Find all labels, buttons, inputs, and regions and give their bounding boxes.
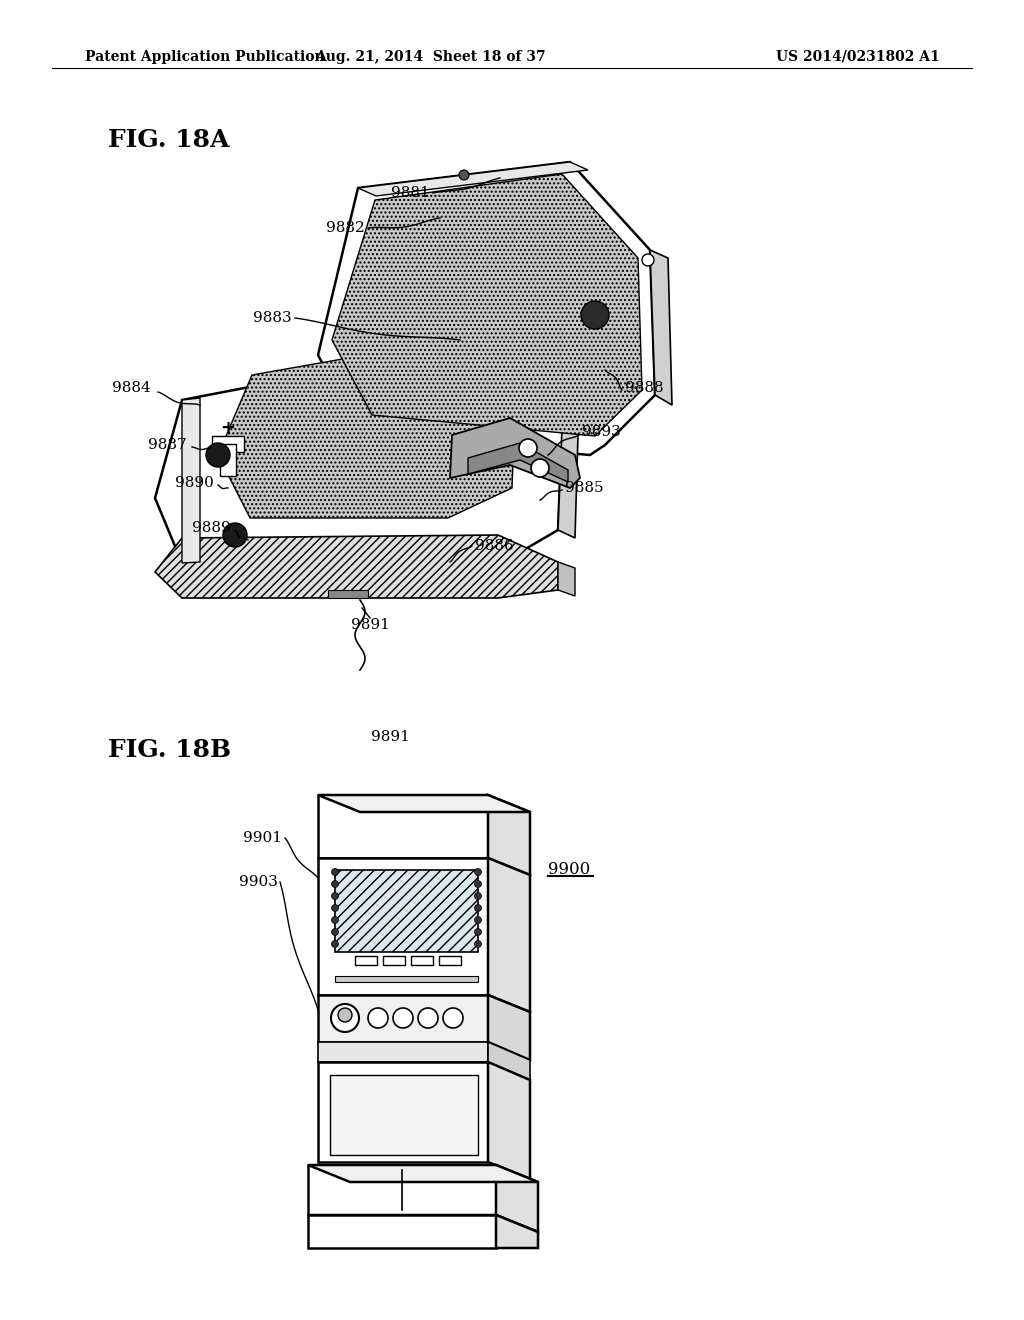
Bar (212, 436, 244, 451)
Circle shape (474, 940, 481, 948)
Polygon shape (308, 1166, 538, 1181)
Polygon shape (496, 1214, 538, 1247)
Polygon shape (488, 995, 530, 1060)
Circle shape (223, 523, 247, 546)
Circle shape (418, 1008, 438, 1028)
Circle shape (332, 892, 339, 899)
Text: 9884: 9884 (112, 381, 151, 395)
Polygon shape (332, 174, 642, 436)
Circle shape (474, 916, 481, 924)
Polygon shape (318, 858, 488, 995)
Text: FIG. 18A: FIG. 18A (108, 128, 229, 152)
Polygon shape (308, 1166, 496, 1214)
Polygon shape (182, 399, 200, 564)
Circle shape (393, 1008, 413, 1028)
Polygon shape (328, 590, 368, 598)
Polygon shape (558, 562, 575, 597)
Circle shape (531, 459, 549, 477)
Text: FIG. 18B: FIG. 18B (108, 738, 231, 762)
Text: 9886: 9886 (475, 539, 514, 553)
Circle shape (581, 301, 609, 329)
Circle shape (332, 904, 339, 912)
Polygon shape (496, 1166, 538, 1232)
Text: 9891: 9891 (350, 618, 389, 632)
Circle shape (474, 928, 481, 936)
Circle shape (332, 869, 339, 875)
Polygon shape (330, 1074, 478, 1155)
Circle shape (332, 928, 339, 936)
Bar (383, 956, 406, 965)
Text: 9893: 9893 (582, 425, 621, 440)
Polygon shape (650, 249, 672, 405)
Bar (335, 975, 478, 982)
Text: 9881: 9881 (391, 186, 430, 201)
Text: 9901: 9901 (243, 832, 282, 845)
Bar (220, 444, 236, 477)
Circle shape (519, 440, 537, 457)
Circle shape (474, 892, 481, 899)
Circle shape (474, 869, 481, 875)
Polygon shape (318, 795, 488, 858)
Polygon shape (318, 995, 488, 1041)
Circle shape (368, 1008, 388, 1028)
Circle shape (459, 170, 469, 180)
Circle shape (338, 1008, 352, 1022)
Polygon shape (308, 1214, 538, 1232)
Polygon shape (488, 858, 530, 1012)
Circle shape (332, 880, 339, 887)
Text: 9887: 9887 (148, 438, 186, 451)
Text: Aug. 21, 2014  Sheet 18 of 37: Aug. 21, 2014 Sheet 18 of 37 (314, 50, 546, 63)
Bar (411, 956, 433, 965)
Polygon shape (318, 1041, 488, 1063)
Polygon shape (488, 795, 530, 875)
Text: 9882: 9882 (327, 220, 365, 235)
Text: 9903: 9903 (240, 875, 278, 888)
Circle shape (206, 444, 230, 467)
Circle shape (642, 253, 654, 267)
Polygon shape (155, 535, 558, 598)
Text: 9890: 9890 (175, 477, 214, 490)
Text: Patent Application Publication: Patent Application Publication (85, 50, 325, 63)
Text: 9900: 9900 (548, 862, 590, 879)
Polygon shape (308, 1214, 496, 1247)
Circle shape (474, 880, 481, 887)
Polygon shape (558, 428, 578, 539)
Polygon shape (335, 870, 478, 952)
Text: 9888: 9888 (625, 381, 664, 395)
Circle shape (332, 916, 339, 924)
Text: +: + (220, 418, 236, 437)
Circle shape (474, 904, 481, 912)
Polygon shape (218, 341, 515, 517)
Text: 9885: 9885 (565, 480, 603, 495)
Polygon shape (155, 345, 562, 565)
Circle shape (332, 940, 339, 948)
Text: 9883: 9883 (253, 312, 292, 325)
Polygon shape (488, 1041, 530, 1080)
Polygon shape (318, 162, 655, 455)
Polygon shape (318, 795, 530, 812)
Text: 9889: 9889 (193, 521, 230, 535)
Bar (355, 956, 377, 965)
Bar (439, 956, 461, 965)
Polygon shape (488, 1063, 530, 1180)
Circle shape (331, 1005, 359, 1032)
Polygon shape (318, 1063, 488, 1162)
Polygon shape (468, 444, 568, 482)
Polygon shape (450, 418, 580, 488)
Text: US 2014/0231802 A1: US 2014/0231802 A1 (776, 50, 940, 63)
Text: 9891: 9891 (371, 730, 410, 744)
Polygon shape (358, 162, 588, 195)
Circle shape (443, 1008, 463, 1028)
